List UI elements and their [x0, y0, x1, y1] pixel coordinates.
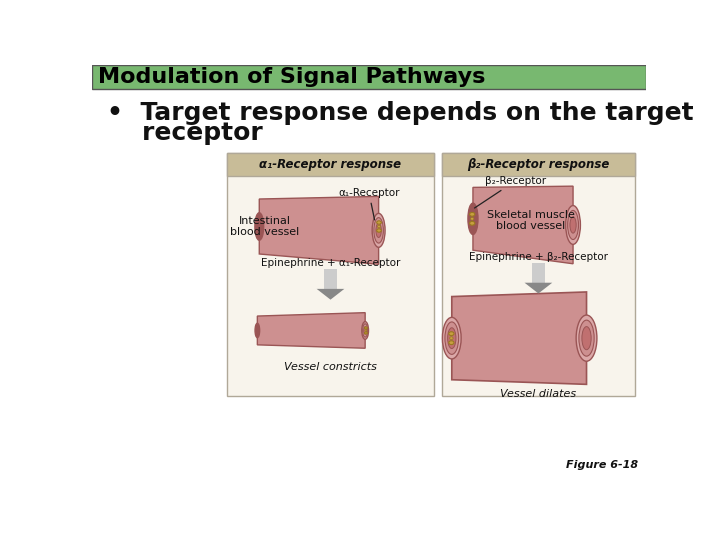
Polygon shape [317, 289, 344, 300]
Polygon shape [324, 269, 337, 289]
Text: Intestinal
blood vessel: Intestinal blood vessel [230, 215, 300, 237]
Ellipse shape [361, 321, 369, 339]
Text: Figure 6-18: Figure 6-18 [567, 460, 639, 470]
Ellipse shape [364, 327, 367, 329]
Ellipse shape [445, 322, 459, 354]
FancyBboxPatch shape [442, 153, 634, 396]
Polygon shape [259, 197, 379, 264]
FancyBboxPatch shape [227, 153, 434, 177]
Text: Modulation of Signal Pathways: Modulation of Signal Pathways [98, 67, 485, 87]
Ellipse shape [570, 217, 576, 233]
Ellipse shape [364, 327, 366, 334]
Polygon shape [257, 313, 365, 348]
Ellipse shape [567, 211, 578, 240]
Polygon shape [525, 283, 552, 294]
Text: β₂-Receptor: β₂-Receptor [474, 176, 546, 208]
Ellipse shape [448, 328, 456, 348]
Text: α₁-Receptor response: α₁-Receptor response [259, 158, 402, 171]
Ellipse shape [469, 212, 474, 216]
Ellipse shape [364, 332, 367, 334]
Polygon shape [451, 292, 587, 384]
Ellipse shape [377, 225, 381, 228]
Polygon shape [532, 262, 544, 283]
Text: Epinephrine + α₁-Receptor: Epinephrine + α₁-Receptor [261, 259, 400, 268]
FancyBboxPatch shape [442, 153, 634, 177]
Ellipse shape [450, 337, 453, 340]
Text: α₁-Receptor: α₁-Receptor [338, 188, 400, 220]
Text: Vessel constricts: Vessel constricts [284, 362, 377, 372]
Ellipse shape [449, 341, 454, 345]
Text: Vessel dilates: Vessel dilates [500, 389, 577, 400]
Text: β₂-Receptor response: β₂-Receptor response [467, 158, 610, 171]
Text: Skeletal muscle
blood vessel: Skeletal muscle blood vessel [487, 210, 575, 231]
Ellipse shape [372, 213, 385, 247]
Text: •  Target response depends on the target: • Target response depends on the target [107, 100, 694, 125]
FancyBboxPatch shape [92, 65, 647, 90]
Ellipse shape [377, 229, 382, 232]
Ellipse shape [582, 327, 591, 350]
Ellipse shape [255, 213, 264, 240]
Ellipse shape [374, 218, 383, 243]
Ellipse shape [442, 318, 461, 359]
FancyBboxPatch shape [227, 153, 434, 396]
Ellipse shape [468, 203, 478, 234]
Ellipse shape [363, 324, 368, 337]
Ellipse shape [449, 332, 454, 335]
Ellipse shape [576, 315, 597, 361]
Ellipse shape [377, 221, 382, 224]
Ellipse shape [255, 323, 260, 338]
Ellipse shape [365, 330, 367, 331]
Ellipse shape [376, 223, 382, 238]
Text: receptor: receptor [107, 120, 263, 145]
Ellipse shape [470, 218, 474, 220]
Ellipse shape [566, 206, 580, 245]
Text: Epinephrine + β₂-Receptor: Epinephrine + β₂-Receptor [469, 252, 608, 262]
Ellipse shape [579, 320, 594, 356]
Ellipse shape [469, 221, 474, 225]
Polygon shape [473, 186, 573, 264]
